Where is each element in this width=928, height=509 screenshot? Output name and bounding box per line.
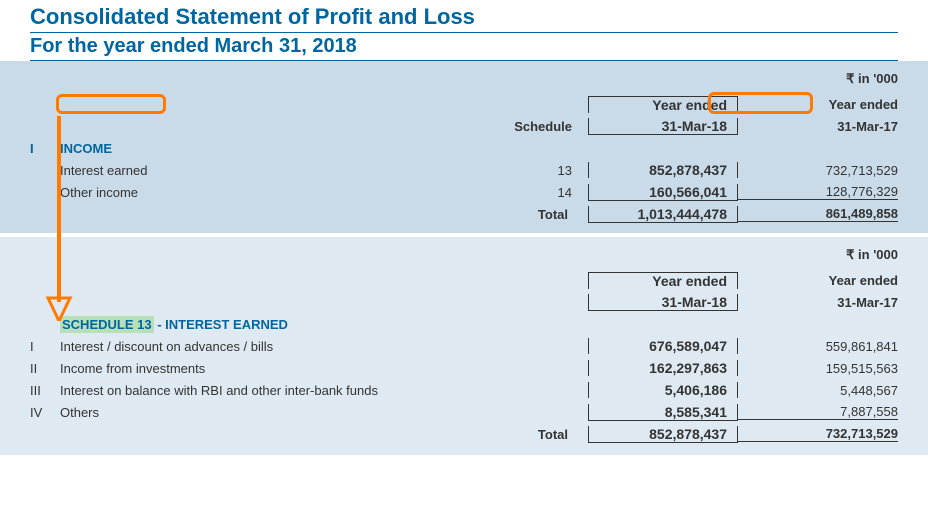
section-label: INCOME: [60, 141, 482, 156]
row-schedule: 14: [482, 185, 572, 200]
row-y2: 732,713,529: [738, 163, 898, 178]
total-y1: 852,878,437: [588, 426, 738, 443]
income-panel: ₹ in '000 Year ended Year ended Schedule…: [0, 61, 928, 233]
total-label: Total: [60, 427, 572, 442]
row-y1: 676,589,047: [588, 338, 738, 354]
row-y1: 8,585,341: [588, 404, 738, 421]
currency-note: ₹ in '000: [738, 247, 898, 269]
row-y2: 559,861,841: [738, 339, 898, 354]
schedule-title: INTEREST EARNED: [165, 317, 288, 332]
col-header-y1-l1: Year ended: [588, 96, 738, 113]
row-label: Interest earned: [60, 163, 482, 178]
section-num: I: [30, 141, 60, 156]
row-y1: 160,566,041: [588, 184, 738, 201]
col-header-y2-l2: 31-Mar-17: [738, 119, 898, 134]
row-num: IV: [30, 405, 60, 420]
schedule-panel: ₹ in '000 Year ended Year ended 31-Mar-1…: [0, 237, 928, 455]
row-num: I: [30, 339, 60, 354]
divider-1: [30, 32, 898, 33]
total-y2: 732,713,529: [738, 426, 898, 442]
row-label: Others: [60, 405, 482, 420]
row-y1: 5,406,186: [588, 382, 738, 398]
row-y1: 162,297,863: [588, 360, 738, 376]
row-label: Interest on balance with RBI and other i…: [60, 383, 482, 398]
total-label: Total: [60, 207, 572, 222]
col-header-y2-l1: Year ended: [738, 273, 898, 288]
row-schedule: 13: [482, 163, 572, 178]
col-header-schedule: Schedule: [482, 119, 572, 134]
col-header-y2-l1: Year ended: [738, 97, 898, 112]
row-num: III: [30, 383, 60, 398]
page-title-1: Consolidated Statement of Profit and Los…: [30, 4, 898, 32]
schedule-number: SCHEDULE 13: [60, 316, 154, 333]
schedule-heading: SCHEDULE 13 - INTEREST EARNED: [60, 317, 482, 332]
total-y1: 1,013,444,478: [588, 206, 738, 223]
row-label: Income from investments: [60, 361, 482, 376]
row-label: Interest / discount on advances / bills: [60, 339, 482, 354]
col-header-y1-l2: 31-Mar-18: [588, 294, 738, 311]
total-y2: 861,489,858: [738, 206, 898, 222]
row-label: Other income: [60, 185, 482, 200]
col-header-y2-l2: 31-Mar-17: [738, 295, 898, 310]
row-y1: 852,878,437: [588, 162, 738, 178]
row-y2: 159,515,563: [738, 361, 898, 376]
col-header-y1-l1: Year ended: [588, 272, 738, 289]
row-num: II: [30, 361, 60, 376]
schedule-sep: -: [154, 317, 166, 332]
row-y2: 128,776,329: [738, 184, 898, 200]
row-y2: 5,448,567: [738, 383, 898, 398]
page-title-2: For the year ended March 31, 2018: [30, 35, 898, 60]
currency-note: ₹ in '000: [738, 71, 898, 93]
row-y2: 7,887,558: [738, 404, 898, 420]
col-header-y1-l2: 31-Mar-18: [588, 118, 738, 135]
